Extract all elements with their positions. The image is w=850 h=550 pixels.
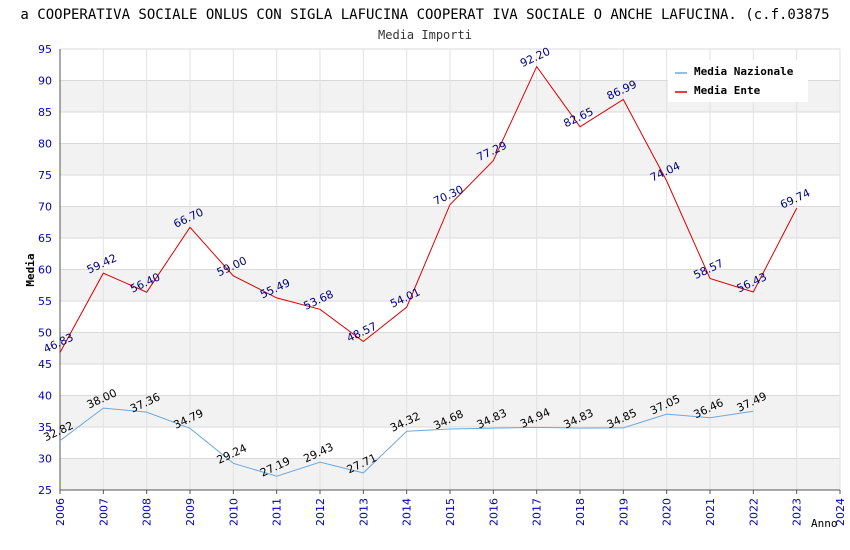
x-tick-label: 2024: [834, 498, 847, 526]
x-tick-label: 2010: [227, 498, 240, 526]
x-tick-label: 2007: [97, 498, 110, 526]
chart-subtitle: Media Importi: [378, 28, 472, 42]
x-tick-label: 2017: [531, 498, 544, 526]
x-tick-label: 2012: [314, 498, 327, 526]
x-tick-label: 2009: [184, 498, 197, 526]
y-tick-label: 70: [38, 201, 52, 214]
y-tick-label: 55: [38, 295, 52, 308]
x-tick-label: 2006: [54, 498, 67, 526]
axes: 25 30 35 40 45 50 55 60 65 70 75 80 85 90 95 2006 2007 20…: [38, 43, 847, 526]
legend-box: [668, 60, 808, 102]
y-tick-label: 80: [38, 138, 52, 151]
x-tick-label: 2016: [487, 498, 500, 526]
y-axis-label: Media: [24, 253, 37, 286]
x-axis-label: Anno: [811, 517, 838, 530]
x-tick-label: 2023: [791, 498, 804, 526]
y-tick-label: 45: [38, 358, 52, 371]
grid-lines: [59, 48, 841, 491]
x-tick-label: 2020: [661, 498, 674, 526]
y-tick-label: 85: [38, 106, 52, 119]
x-tick-label: 2013: [357, 498, 370, 526]
series-line-media-nazionale: [59, 407, 754, 477]
chart-title: a COOPERATIVA SOCIALE ONLUS CON SIGLA LA…: [20, 7, 829, 23]
series-line-media-ente: [59, 65, 798, 353]
x-tick-label: 2008: [141, 498, 154, 526]
x-tick-label: 2022: [747, 498, 760, 526]
x-tick-label: 2018: [574, 498, 587, 526]
legend-label-nazionale: Media Nazionale: [694, 65, 794, 78]
y-tick-label: 30: [38, 453, 52, 466]
y-tick-label: 95: [38, 43, 52, 56]
x-tick-label: 2015: [444, 498, 457, 526]
x-tick-label: 2021: [704, 498, 717, 526]
x-tick-label: 2019: [617, 498, 630, 526]
y-tick-label: 35: [38, 421, 52, 434]
legend-label-ente: Media Ente: [694, 84, 761, 97]
y-tick-label: 40: [38, 390, 52, 403]
x-tick-label: 2011: [271, 498, 284, 526]
y-tick-label: 50: [38, 327, 52, 340]
y-tick-label: 25: [38, 484, 52, 497]
y-tick-label: 90: [38, 75, 52, 88]
y-tick-label: 65: [38, 232, 52, 245]
legend: Media Nazionale Media Ente: [668, 60, 808, 102]
y-tick-label: 75: [38, 169, 52, 182]
series-group: [59, 65, 798, 477]
x-tick-label: 2014: [401, 498, 414, 526]
y-tick-label: 60: [38, 264, 52, 277]
